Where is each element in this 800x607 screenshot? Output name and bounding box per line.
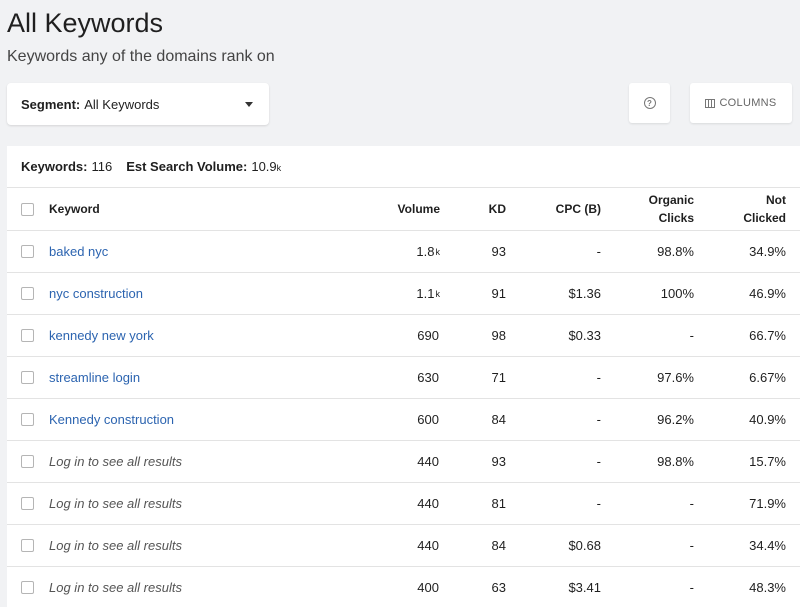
organic-clicks-cell: -	[689, 328, 694, 343]
kd-cell: 63	[491, 580, 506, 595]
table-row: Kennedy construction 600 84 - 96.2% 40.9%	[7, 399, 800, 441]
kd-cell: 71	[491, 370, 506, 385]
not-clicked-cell: 66.7%	[749, 328, 786, 343]
cpc-cell: $1.36	[568, 286, 601, 301]
volume-cell: 690	[417, 328, 439, 343]
volume-cell: 630	[417, 370, 439, 385]
row-checkbox[interactable]	[21, 287, 34, 300]
not-clicked-cell: 40.9%	[749, 412, 786, 427]
segment-dropdown[interactable]: Segment: All Keywords	[7, 83, 269, 125]
column-header-organic-clicks[interactable]: Organic Clicks	[648, 193, 694, 225]
kd-cell: 81	[491, 496, 506, 511]
volume-cell: 440	[417, 538, 439, 553]
kd-cell: 84	[491, 412, 506, 427]
column-header-not-clicked[interactable]: Not Clicked	[743, 193, 786, 225]
cpc-cell: -	[596, 370, 601, 385]
row-checkbox[interactable]	[21, 413, 34, 426]
cpc-cell: -	[596, 244, 601, 259]
segment-label: Segment:	[21, 96, 81, 112]
keywords-table-card: Keywords: 116 Est Search Volume: 10.9k K…	[7, 146, 800, 607]
columns-button-label: COLUMNS	[719, 97, 777, 109]
column-header-volume[interactable]: Volume	[397, 202, 440, 216]
table-header: Keyword Volume KD CPC (B) Organic Clicks …	[7, 188, 800, 231]
kd-cell: 84	[491, 538, 506, 553]
table-row: Log in to see all results 440 93 - 98.8% 15.7…	[7, 441, 800, 483]
row-checkbox[interactable]	[21, 581, 34, 594]
organic-clicks-cell: 97.6%	[657, 370, 694, 385]
organic-clicks-cell: 96.2%	[657, 412, 694, 427]
locked-keyword-text: Log in to see all results	[49, 454, 182, 469]
locked-keyword-text: Log in to see all results	[49, 496, 182, 511]
keyword-link[interactable]: baked nyc	[49, 244, 109, 259]
not-clicked-cell: 46.9%	[749, 286, 786, 301]
row-checkbox[interactable]	[21, 371, 34, 384]
organic-clicks-cell: 98.8%	[657, 244, 694, 259]
table-row: Log in to see all results 440 84 $0.68 - 34.4…	[7, 525, 800, 567]
select-all-checkbox[interactable]	[21, 202, 34, 216]
volume-cell: 600	[417, 412, 439, 427]
table-row: baked nyc 1.8 k 93 - 98.8% 34.9%	[7, 231, 800, 273]
kd-cell: 93	[491, 244, 506, 259]
organic-clicks-cell: 100%	[660, 286, 694, 301]
row-checkbox[interactable]	[21, 497, 34, 510]
organic-clicks-cell: -	[689, 496, 694, 511]
row-checkbox[interactable]	[21, 245, 34, 258]
page-title: All Keywords	[7, 8, 164, 38]
cpc-cell: $0.33	[568, 328, 601, 343]
not-clicked-cell: 6.67%	[749, 370, 786, 385]
search-volume-value: 10.9k	[251, 159, 282, 174]
page-subtitle: Keywords any of the domains rank on	[7, 48, 275, 65]
table-row: streamline login 630 71 - 97.6% 6.67%	[7, 357, 800, 399]
column-header-cpc[interactable]: CPC (B)	[555, 202, 601, 216]
keyword-link[interactable]: kennedy new york	[49, 328, 154, 343]
row-checkbox[interactable]	[21, 329, 34, 342]
summary-bar: Keywords: 116 Est Search Volume: 10.9k	[7, 146, 800, 188]
organic-clicks-cell: 98.8%	[657, 454, 694, 469]
locked-keyword-text: Log in to see all results	[49, 580, 182, 595]
row-checkbox[interactable]	[21, 455, 34, 468]
kd-cell: 98	[491, 328, 506, 343]
column-header-kd[interactable]: KD	[488, 202, 506, 216]
keywords-count-value: 116	[91, 159, 113, 174]
cpc-cell: $3.41	[568, 580, 601, 595]
not-clicked-cell: 48.3%	[749, 580, 786, 595]
not-clicked-cell: 34.4%	[749, 538, 786, 553]
not-clicked-cell: 71.9%	[749, 496, 786, 511]
question-circle-icon: ?	[643, 97, 656, 109]
cpc-cell: $0.68	[568, 538, 601, 553]
columns-icon	[705, 98, 716, 108]
keywords-count-label: Keywords:	[21, 159, 88, 174]
organic-clicks-cell: -	[689, 580, 694, 595]
volume-cell: 440	[417, 454, 439, 469]
cpc-cell: -	[596, 412, 601, 427]
volume-cell: 1.8 k	[416, 244, 440, 259]
help-button[interactable]: ?	[629, 83, 670, 123]
table-row: Log in to see all results 400 63 $3.41 - 48.3…	[7, 567, 800, 607]
columns-button[interactable]: COLUMNS	[690, 83, 792, 123]
cpc-cell: -	[596, 454, 601, 469]
table-row: Log in to see all results 440 81 - - 71.9%	[7, 483, 800, 525]
organic-clicks-cell: -	[689, 538, 694, 553]
locked-keyword-text: Log in to see all results	[49, 538, 182, 553]
keyword-link[interactable]: Kennedy construction	[49, 412, 175, 427]
keyword-link[interactable]: streamline login	[49, 370, 141, 385]
segment-value: All Keywords	[84, 96, 160, 112]
row-checkbox[interactable]	[21, 539, 34, 552]
table-row: nyc construction 1.1 k 91 $1.36 100% 46.9%	[7, 273, 800, 315]
not-clicked-cell: 15.7%	[749, 454, 786, 469]
kd-cell: 91	[491, 286, 506, 301]
column-header-keyword[interactable]: Keyword	[49, 202, 100, 216]
table-row: kennedy new york 690 98 $0.33 - 66.7%	[7, 315, 800, 357]
cpc-cell: -	[596, 496, 601, 511]
volume-cell: 400	[417, 580, 439, 595]
keyword-link[interactable]: nyc construction	[49, 286, 143, 301]
search-volume-label: Est Search Volume:	[126, 159, 248, 174]
not-clicked-cell: 34.9%	[749, 244, 786, 259]
caret-down-icon	[245, 101, 253, 107]
table-body: baked nyc 1.8 k 93 - 98.8% 34.9% nyc constructi…	[7, 231, 800, 607]
volume-cell: 1.1 k	[416, 286, 440, 301]
kd-cell: 93	[491, 454, 506, 469]
volume-cell: 440	[417, 496, 439, 511]
